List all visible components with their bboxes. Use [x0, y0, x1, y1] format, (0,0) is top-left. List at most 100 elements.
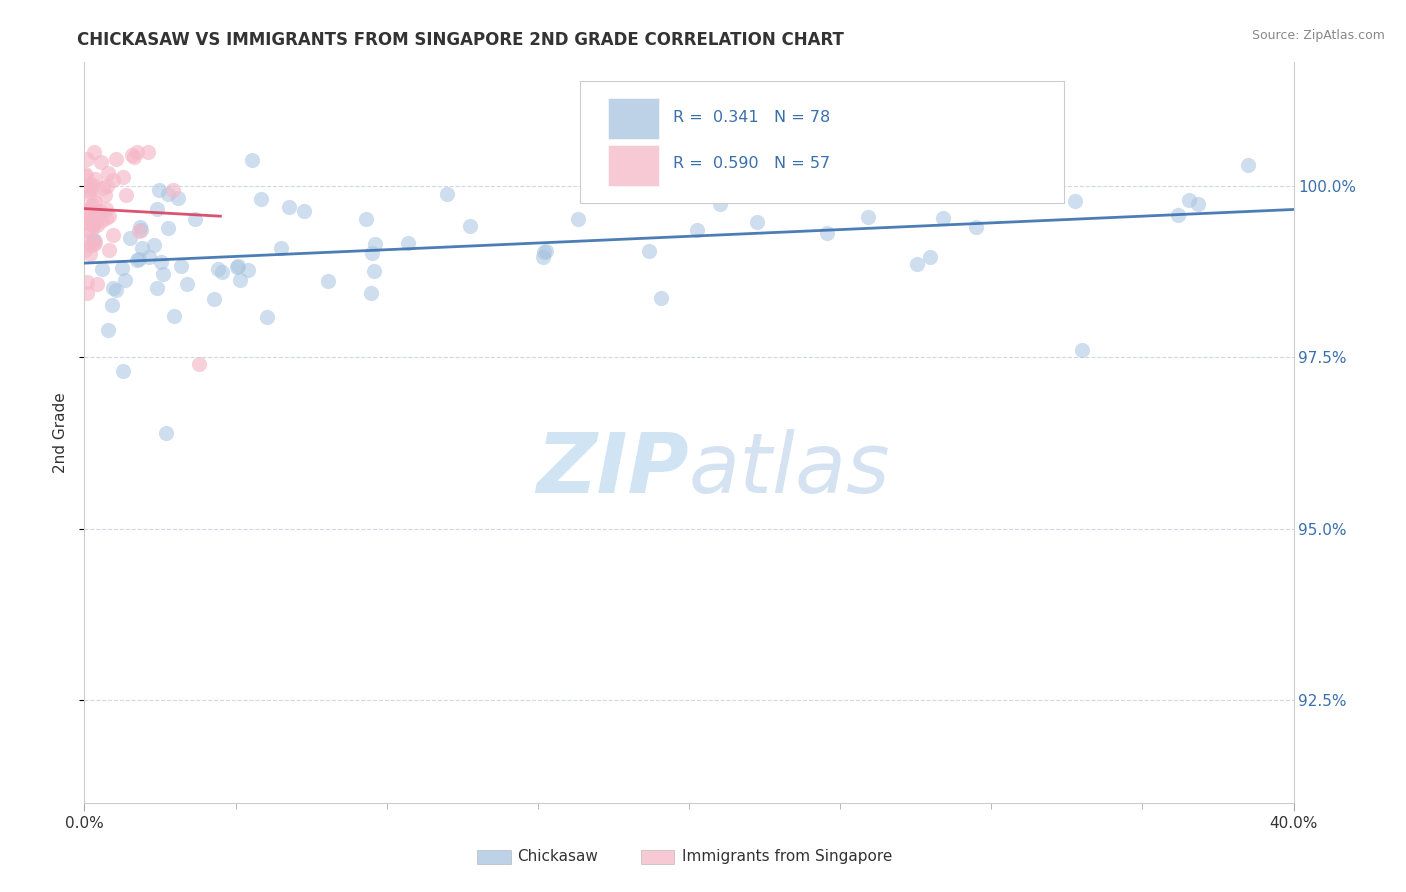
Point: [965, 220, 987, 235]
Point: [75, 222, 97, 236]
Point: [105, 152, 128, 166]
Y-axis label: 2nd Grade: 2nd Grade: [53, 392, 69, 473]
Point: [396, 235, 419, 250]
Point: [79, 188, 101, 202]
Point: [747, 214, 769, 228]
Point: [97, 166, 120, 180]
Point: [76, 153, 98, 167]
Point: [101, 298, 124, 312]
Point: [316, 274, 339, 288]
Point: [146, 281, 169, 295]
Point: [114, 273, 136, 287]
Point: [86, 218, 108, 232]
Point: [146, 202, 169, 216]
Point: [79, 178, 101, 193]
Point: [129, 219, 152, 234]
Point: [229, 273, 252, 287]
Point: [103, 281, 125, 295]
Point: [76, 286, 98, 301]
Point: [76, 215, 98, 229]
Point: [436, 186, 458, 201]
Point: [918, 250, 941, 264]
Text: ZIP: ZIP: [536, 429, 689, 510]
Text: atlas: atlas: [689, 429, 890, 510]
Point: [84, 235, 107, 249]
Point: [250, 192, 273, 206]
Point: [149, 254, 172, 268]
Point: [1064, 194, 1087, 209]
Text: Chickasaw: Chickasaw: [517, 848, 598, 863]
Point: [86, 207, 108, 221]
Point: [1167, 208, 1189, 222]
Point: [79, 202, 101, 216]
Point: [82, 222, 104, 236]
Point: [458, 219, 481, 234]
Point: [361, 245, 384, 260]
Point: [82, 198, 104, 212]
Point: [167, 191, 190, 205]
Point: [83, 145, 105, 159]
Point: [76, 275, 98, 289]
Point: [131, 241, 153, 255]
Point: [96, 211, 118, 226]
Text: Source: ZipAtlas.com: Source: ZipAtlas.com: [1251, 29, 1385, 42]
Point: [115, 187, 138, 202]
Point: [240, 153, 263, 167]
Point: [533, 250, 555, 264]
Point: [121, 147, 143, 161]
Point: [202, 292, 225, 306]
Point: [188, 357, 211, 371]
Point: [157, 221, 180, 235]
Point: [80, 181, 103, 195]
Point: [112, 364, 135, 378]
Point: [82, 214, 104, 228]
Point: [89, 203, 111, 218]
Point: [73, 233, 96, 247]
Point: [73, 215, 96, 229]
Point: [157, 187, 180, 202]
Point: [96, 179, 118, 194]
Point: [97, 323, 120, 337]
Point: [1187, 197, 1209, 211]
Point: [96, 202, 118, 217]
Point: [1237, 158, 1260, 172]
Point: [1177, 193, 1199, 207]
Point: [292, 203, 315, 218]
Point: [363, 264, 385, 278]
Point: [73, 167, 96, 181]
Point: [90, 213, 112, 227]
Point: [932, 211, 955, 225]
Bar: [607, 98, 659, 138]
Point: [97, 209, 120, 223]
Point: [84, 194, 107, 209]
Text: R =  0.341   N = 78: R = 0.341 N = 78: [673, 111, 831, 126]
Point: [125, 145, 148, 159]
Point: [356, 212, 378, 227]
Point: [82, 218, 104, 232]
FancyBboxPatch shape: [581, 81, 1064, 203]
Point: [534, 244, 557, 258]
Point: [709, 197, 731, 211]
Point: [226, 260, 249, 275]
Point: [111, 169, 134, 184]
Point: [76, 202, 98, 217]
Bar: [607, 145, 659, 186]
Point: [169, 259, 191, 273]
Point: [111, 261, 134, 276]
Point: [645, 186, 668, 200]
Bar: [478, 850, 512, 863]
Point: [162, 183, 184, 197]
Point: [105, 283, 128, 297]
Point: [207, 262, 229, 277]
Point: [176, 277, 198, 292]
Point: [748, 164, 770, 178]
Text: Immigrants from Singapore: Immigrants from Singapore: [682, 848, 891, 863]
Text: CHICKASAW VS IMMIGRANTS FROM SINGAPORE 2ND GRADE CORRELATION CHART: CHICKASAW VS IMMIGRANTS FROM SINGAPORE 2…: [77, 31, 844, 49]
Point: [567, 211, 589, 226]
Point: [101, 228, 124, 243]
Point: [82, 178, 104, 192]
Point: [211, 265, 233, 279]
Point: [83, 237, 105, 252]
Point: [143, 238, 166, 252]
Point: [90, 154, 112, 169]
